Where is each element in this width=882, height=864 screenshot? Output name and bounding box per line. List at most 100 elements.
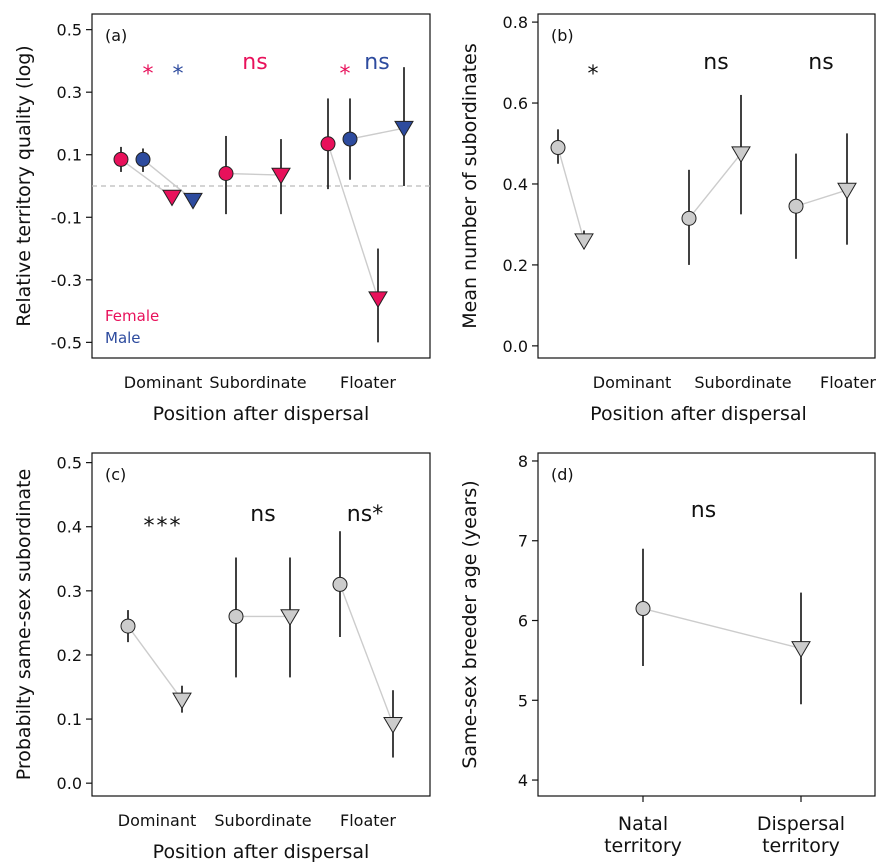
panel-1: 0.0 0.2 0.4 0.6 0.8 Mean number of subordinat…: [459, 13, 876, 425]
y-tick-label: 7: [518, 532, 528, 551]
x-tick-label: Subordinate: [214, 811, 311, 830]
y-tick-label: 0.1: [57, 146, 82, 165]
y-tick-label: 0.0: [503, 337, 528, 356]
panel-label: (a): [105, 26, 127, 45]
significance-label: ns: [242, 50, 267, 75]
y-tick-label: 0.0: [57, 774, 82, 793]
plot-frame: [537, 452, 876, 797]
significance-label: ns: [691, 498, 716, 523]
y-tick-label: 8: [518, 452, 528, 471]
significance-label: ns*: [347, 502, 383, 527]
triangle-marker: [791, 641, 811, 658]
y-tick-label: 4: [518, 771, 528, 790]
circle-marker: [550, 140, 566, 156]
circle-marker: [788, 198, 804, 214]
y-tick-label: 0.3: [57, 582, 82, 601]
x-axis-label: Position after dispersal: [590, 403, 807, 425]
triangle-marker: [574, 233, 594, 251]
circle-marker: [218, 165, 234, 181]
panel-label: (c): [105, 465, 126, 484]
y-tick-label: 5: [518, 691, 528, 710]
triangle-marker: [383, 716, 403, 734]
y-tick-label: -0.1: [51, 208, 82, 227]
connector-line: [795, 189, 848, 207]
circle-marker: [113, 151, 129, 167]
x-tick-label: Dominant: [593, 373, 672, 392]
panel-label: (d): [551, 465, 574, 484]
x-tick-label: territory: [604, 835, 682, 857]
connector-line: [557, 147, 585, 241]
y-tick-label: 0.1: [57, 710, 82, 729]
circle-marker: [635, 601, 651, 617]
plot-frame: [91, 452, 431, 797]
triangle-marker: [162, 189, 182, 207]
triangle-marker: [172, 692, 192, 710]
y-tick-label: -0.5: [51, 333, 82, 352]
significance-label: ns: [364, 50, 389, 75]
connector-line: [642, 607, 802, 650]
x-tick-label: Floater: [340, 811, 396, 830]
panel-2: 0.0 0.1 0.2 0.3 0.4 0.5 Probabilty same-sex su…: [13, 452, 431, 863]
significance-label: ***: [144, 514, 183, 539]
y-axis-label: Probabilty same-sex subordinate: [13, 469, 35, 781]
connector-line: [349, 127, 405, 140]
triangle-marker: [183, 192, 203, 210]
significance-label: ns: [703, 50, 728, 75]
connector-line: [688, 153, 742, 219]
circle-marker: [681, 210, 697, 226]
x-tick-label: Dominant: [118, 811, 197, 830]
circle-marker: [135, 151, 151, 167]
y-axis-label: Relative territory quality (log): [13, 45, 35, 326]
legend-male: Male: [105, 329, 141, 347]
y-axis-label: Mean number of subordinates: [459, 43, 481, 329]
y-tick-label: 0.4: [57, 518, 82, 537]
connector-line: [339, 584, 394, 725]
connector-line: [327, 143, 379, 299]
triangle-marker: [394, 120, 414, 138]
significance-label: *: [588, 62, 599, 87]
panel-0: -0.5 -0.3 -0.1 0.1 0.3 0.5 Relative territory …: [13, 13, 431, 425]
triangle-marker: [368, 291, 388, 309]
triangle-marker: [280, 609, 300, 627]
circle-marker: [228, 608, 244, 624]
y-tick-label: -0.3: [51, 271, 82, 290]
triangle-marker: [731, 146, 751, 164]
significance-label: ns: [250, 502, 275, 527]
significance-label: *: [173, 62, 184, 87]
y-tick-label: 0.8: [503, 13, 528, 32]
x-tick-label: Subordinate: [694, 373, 791, 392]
circle-marker: [332, 576, 348, 592]
circle-marker: [120, 618, 136, 634]
legend-female: Female: [105, 307, 159, 325]
circle-marker: [342, 131, 358, 147]
y-tick-label: 0.6: [503, 94, 528, 113]
x-axis-label: Position after dispersal: [153, 403, 370, 425]
x-axis-label: Position after dispersal: [153, 841, 370, 863]
x-tick-label: Floater: [340, 373, 396, 392]
plot-frame: [537, 13, 876, 359]
x-tick-label: Dispersal: [757, 813, 845, 835]
y-tick-label: 0.2: [57, 646, 82, 665]
y-tick-label: 0.4: [503, 175, 528, 194]
circle-marker: [320, 136, 336, 152]
significance-label: *: [143, 62, 154, 87]
y-tick-label: 0.2: [503, 256, 528, 275]
panel-label: (b): [551, 26, 574, 45]
y-tick-label: 0.5: [57, 454, 82, 473]
significance-label: *: [340, 62, 351, 87]
x-tick-label: Floater: [820, 373, 876, 392]
triangle-marker: [837, 182, 857, 200]
y-tick-label: 0.3: [57, 83, 82, 102]
x-tick-label: Subordinate: [209, 373, 306, 392]
y-tick-label: 6: [518, 612, 528, 631]
y-tick-label: 0.5: [57, 21, 82, 40]
x-tick-label: territory: [762, 835, 840, 857]
connector-line: [127, 625, 183, 701]
significance-label: ns: [808, 50, 833, 75]
y-axis-label: Same-sex breeder age (years): [459, 480, 481, 768]
x-tick-label: Natal: [618, 813, 668, 835]
connector-line: [225, 172, 282, 176]
triangle-marker: [271, 167, 291, 185]
